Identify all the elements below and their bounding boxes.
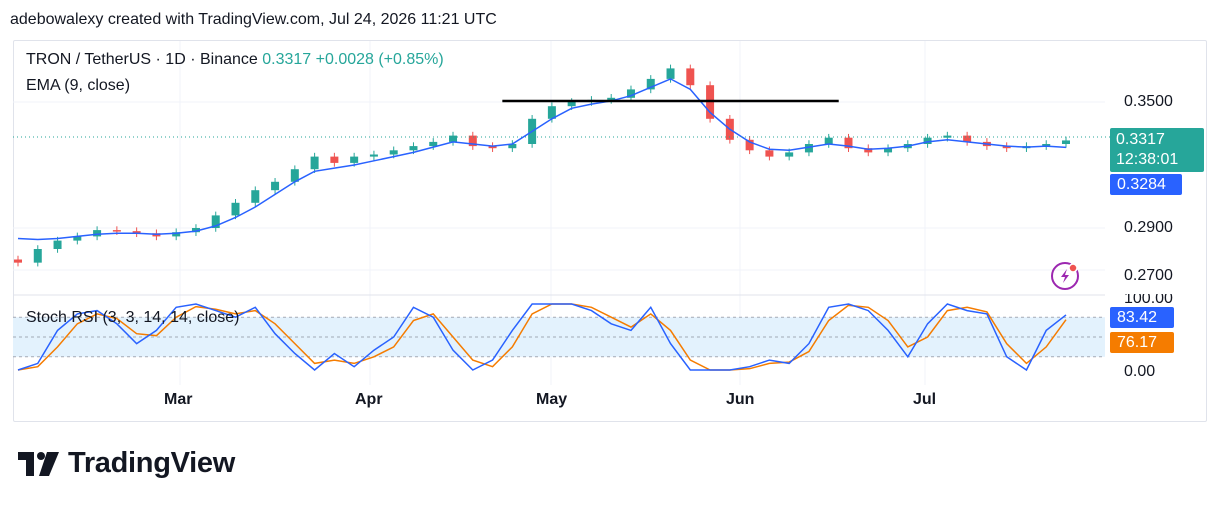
candle-body <box>73 236 82 241</box>
candle-body <box>943 135 952 138</box>
candle-body <box>923 137 932 144</box>
ema-tag: 0.3284 <box>1110 174 1182 195</box>
price-tag: 0.3317 12:38:01 <box>1110 128 1204 172</box>
candle-body <box>567 102 576 107</box>
candle-body <box>785 152 794 157</box>
candle-body <box>468 135 477 147</box>
chart-caption: adebowalexy created with TradingView.com… <box>10 11 497 28</box>
stoch-d-tag: 76.17 <box>1110 332 1174 353</box>
ema-line <box>17 78 1067 241</box>
stoch-lines <box>17 303 1067 372</box>
tradingview-logo[interactable]: TradingView <box>18 447 235 480</box>
candles <box>14 64 1070 267</box>
candle-body <box>1062 140 1070 144</box>
tradingview-logo-icon <box>18 451 59 476</box>
candle-body <box>765 150 774 157</box>
ytick-0.27: 0.2700 <box>1124 267 1173 284</box>
candle-body <box>449 135 458 142</box>
ytick-100: 100.00 <box>1124 294 1173 303</box>
candle-body <box>112 230 121 232</box>
candle-body <box>211 215 220 228</box>
stoch-k-series <box>17 303 1067 372</box>
candle-body <box>963 135 972 142</box>
ema-legend[interactable]: EMA (9, close) <box>26 77 131 94</box>
last-price: 0.3317 <box>262 51 312 68</box>
candle-body <box>172 232 181 237</box>
candle-body <box>251 190 260 203</box>
symbol-legend[interactable]: TRON / TetherUS · 1D · Binance 0.3317 +0… <box>26 51 444 69</box>
candle-body <box>864 148 873 153</box>
xtick-apr: Apr <box>355 391 383 408</box>
candle-body <box>93 230 102 237</box>
candle-body <box>1042 144 1051 147</box>
candle-body <box>844 137 853 149</box>
ytick-0.35: 0.3500 <box>1124 93 1173 110</box>
stoch-k-tag: 83.42 <box>1110 307 1174 328</box>
candle-body <box>488 146 497 149</box>
candle-body <box>824 137 833 144</box>
candle-body <box>350 156 359 163</box>
xtick-may: May <box>536 391 568 408</box>
candle-body <box>646 78 655 90</box>
candle-body <box>132 231 141 234</box>
price-change: +0.0028 (+0.85%) <box>315 51 444 68</box>
candle-body <box>53 240 62 249</box>
logo-text: TradingView <box>68 447 235 479</box>
candle-body <box>804 144 813 153</box>
candle-body <box>330 156 339 163</box>
candle-body <box>1002 146 1011 149</box>
xtick-jun: Jun <box>726 391 755 408</box>
candle-body <box>14 259 22 263</box>
candle-body <box>409 146 418 151</box>
candle-body <box>191 228 200 233</box>
price-tag-countdown: 12:38:01 <box>1116 151 1179 168</box>
xtick-mar: Mar <box>164 391 193 408</box>
candle-body <box>290 169 299 182</box>
candle-body <box>607 97 616 100</box>
candle-body <box>33 249 42 263</box>
candle-body <box>310 156 319 170</box>
candle-body <box>389 150 398 155</box>
candle-body <box>231 202 240 216</box>
ytick-0: 0.00 <box>1124 363 1156 380</box>
candle-body <box>369 154 378 157</box>
price-tag-value: 0.3317 <box>1116 131 1165 148</box>
candle-body <box>547 106 556 119</box>
ytick-0.29: 0.2900 <box>1124 219 1173 236</box>
candle-body <box>666 68 675 79</box>
alert-icon <box>1051 262 1079 290</box>
candle-body <box>429 141 438 147</box>
candle-body <box>271 181 280 191</box>
candle-body <box>686 68 695 86</box>
stoch-d-series <box>17 303 1067 371</box>
ema-series <box>17 78 1067 241</box>
candle-body <box>626 89 635 98</box>
candle-body <box>508 144 517 149</box>
candle-body <box>884 148 893 153</box>
chart-panel <box>13 40 1207 422</box>
xtick-jul: Jul <box>913 391 937 408</box>
candle-body <box>745 139 754 151</box>
symbol-label: TRON / TetherUS · 1D · Binance <box>26 51 258 68</box>
stoch-band <box>13 316 1105 358</box>
stoch-legend[interactable]: Stoch RSI (3, 3, 14, 14, close) <box>26 309 240 326</box>
